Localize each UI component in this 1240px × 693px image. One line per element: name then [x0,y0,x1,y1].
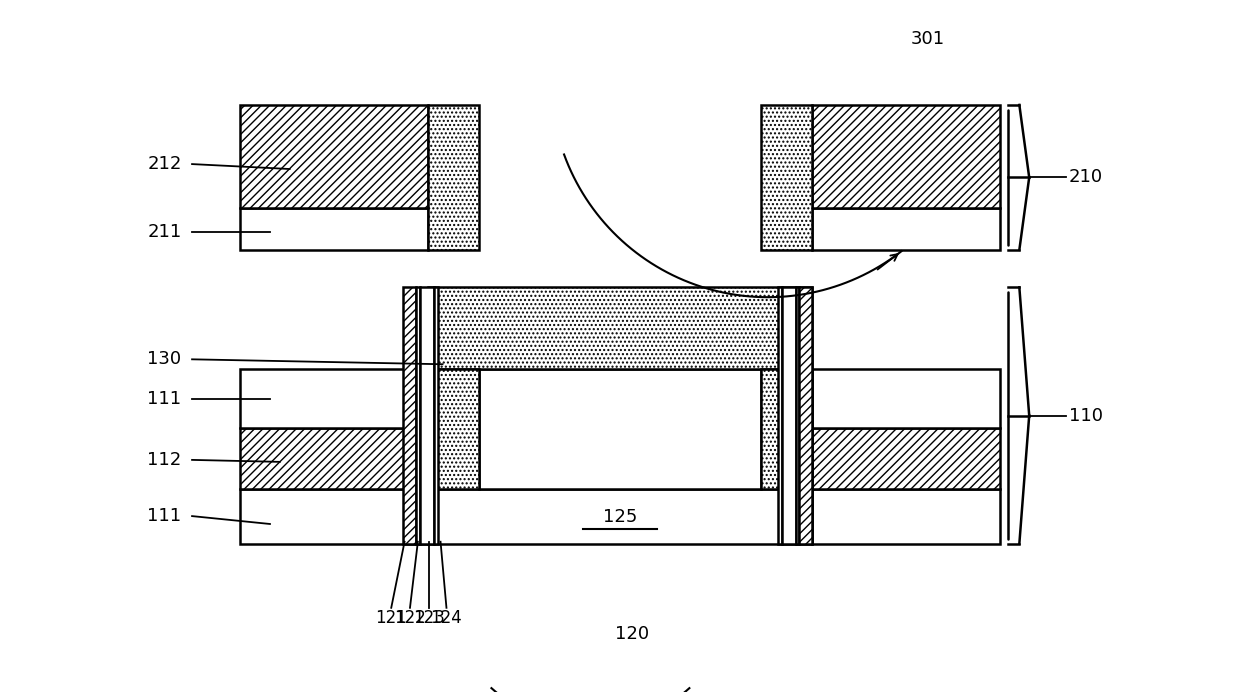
Text: 301: 301 [911,30,945,48]
Bar [812,369,999,428]
Bar [241,209,428,250]
Text: 210: 210 [1069,168,1102,186]
Text: 111: 111 [148,389,181,407]
Bar [812,105,999,209]
Bar [479,369,761,489]
Bar [812,489,999,544]
Bar [434,288,438,544]
Bar [812,209,999,250]
Bar [428,489,812,544]
Bar [428,369,479,489]
Bar [796,288,800,544]
Text: 110: 110 [1069,407,1102,425]
Bar [781,288,796,544]
Bar [812,428,999,489]
Bar [777,288,781,544]
Text: 120: 120 [615,625,649,643]
Bar [420,288,434,544]
Bar [241,369,428,428]
Text: 112: 112 [148,451,181,469]
Text: 125: 125 [603,507,637,525]
Text: 211: 211 [148,223,181,241]
Bar [241,489,428,544]
Bar [428,288,812,369]
Bar [241,105,428,209]
Text: 123: 123 [413,608,445,626]
Bar [761,105,812,250]
Text: 130: 130 [148,351,181,368]
Bar [761,369,812,489]
Bar [415,288,420,544]
Text: 121: 121 [376,608,407,626]
Text: 212: 212 [148,155,181,173]
Bar [800,288,812,544]
Bar [403,288,415,544]
Bar [241,428,428,489]
Text: 111: 111 [148,507,181,525]
Text: 124: 124 [430,608,463,626]
Bar [428,105,479,250]
Text: 122: 122 [394,608,425,626]
